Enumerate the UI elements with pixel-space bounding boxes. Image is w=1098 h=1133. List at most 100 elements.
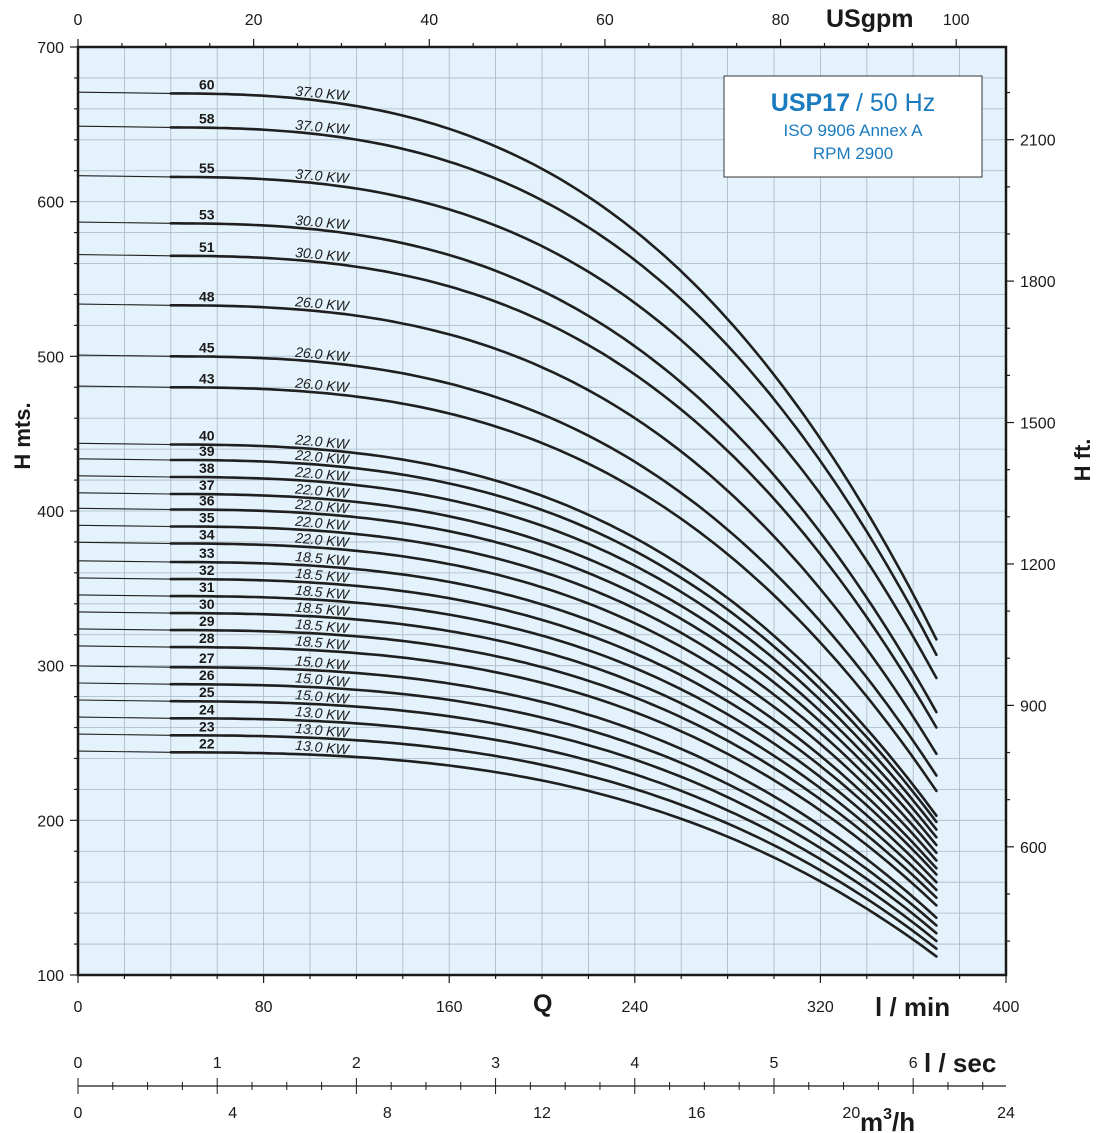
- m3h-tick-label: 12: [533, 1105, 551, 1122]
- curve-lead-line: [77, 733, 171, 736]
- curve-stages-32: [169, 577, 938, 876]
- curve-lead-line: [77, 475, 171, 478]
- power-label: 37.0 KW: [295, 83, 352, 104]
- top-tick-label: 100: [943, 12, 970, 29]
- stage-label: 29: [199, 613, 215, 629]
- power-label: 26.0 KW: [294, 344, 352, 365]
- power-label: 13.0 KW: [295, 737, 352, 758]
- curve-stages-26: [169, 682, 938, 927]
- curve-lead-line: [77, 385, 171, 388]
- power-label: 15.0 KW: [295, 686, 352, 707]
- axis-ticks: [70, 39, 1014, 1094]
- curve-lead-line: [77, 541, 171, 545]
- power-label: 22.0 KW: [294, 447, 352, 468]
- info-box: USP17/ 50 Hz ISO 9906 Annex A RPM 2900: [723, 75, 983, 178]
- curve-lead-line: [77, 458, 171, 461]
- curve-lead-line: [77, 665, 171, 668]
- left-tick-label: 400: [37, 504, 64, 521]
- power-label: 22.0 KW: [294, 513, 352, 534]
- power-label: 26.0 KW: [294, 374, 352, 395]
- curve-stages-45: [169, 355, 938, 777]
- stage-label: 24: [199, 701, 215, 717]
- curve-stages-40: [169, 443, 938, 817]
- power-label: 18.5 KW: [295, 599, 352, 620]
- right-tick-label: 1800: [1020, 274, 1056, 291]
- bottom-tick-label: 80: [255, 999, 273, 1016]
- right-tick-label: 600: [1020, 840, 1047, 857]
- stage-label: 43: [199, 370, 215, 386]
- stage-label: 27: [199, 650, 215, 666]
- curve-lead-line: [77, 303, 171, 306]
- left-tick-label: 300: [37, 659, 64, 676]
- curve-lead-line: [77, 125, 171, 128]
- curve-lead-line: [77, 492, 171, 495]
- curve-stages-31: [169, 594, 938, 884]
- curve-stages-43: [169, 386, 938, 793]
- top-tick-label: 40: [420, 12, 438, 29]
- power-label: 15.0 KW: [295, 669, 352, 690]
- curve-lead-line: [77, 507, 171, 511]
- power-label: 18.5 KW: [295, 548, 352, 569]
- curve-lead-line: [77, 628, 171, 631]
- curve-lead-line: [77, 175, 171, 178]
- left-tick-label: 100: [37, 968, 64, 985]
- curve-stages-48: [169, 304, 938, 756]
- curve-lead-line: [77, 750, 171, 753]
- curve-stages-35: [169, 525, 938, 855]
- lsec-tick-label: 1: [213, 1055, 222, 1072]
- power-label: 13.0 KW: [295, 720, 352, 741]
- m3h-tick-label: 20: [842, 1105, 860, 1122]
- axis-tick-labels: 1002003004005006007006009001200150018002…: [37, 12, 1055, 1122]
- stage-label: 37: [199, 477, 215, 493]
- left-tick-label: 600: [37, 195, 64, 212]
- stage-label: 38: [199, 460, 215, 476]
- curve-stages-25: [169, 699, 938, 935]
- stage-label: 60: [199, 76, 215, 92]
- bottom-tick-label: 160: [436, 999, 463, 1016]
- curve-lead-line: [77, 354, 171, 357]
- stage-label: 48: [199, 288, 215, 304]
- power-label: 18.5 KW: [295, 616, 352, 637]
- curve-lead-line: [77, 716, 171, 719]
- right-tick-label: 1500: [1020, 416, 1056, 433]
- stage-label: 39: [199, 443, 215, 459]
- lsec-tick-label: 2: [352, 1055, 361, 1072]
- curve-lead-line: [77, 682, 171, 685]
- info-box-rpm: RPM 2900: [813, 144, 893, 163]
- curve-stages-58: [169, 126, 938, 657]
- curve-stages-37: [169, 492, 938, 839]
- bottom-tick-label: 320: [807, 999, 834, 1016]
- curve-stages-22: [169, 751, 938, 958]
- curve-stages-30: [169, 611, 938, 892]
- curve-stages-28: [169, 645, 938, 907]
- m3h-tick-label: 16: [688, 1105, 706, 1122]
- lsec-tick-label: 4: [630, 1055, 639, 1072]
- stage-label: 58: [199, 110, 215, 126]
- info-box-frame: [723, 75, 983, 178]
- stage-label: 35: [199, 509, 215, 525]
- stage-label: 32: [199, 562, 215, 578]
- stage-label: 33: [199, 545, 215, 561]
- power-label: 26.0 KW: [294, 293, 352, 314]
- power-label: 22.0 KW: [294, 496, 352, 517]
- stage-label: 23: [199, 718, 215, 734]
- curve-lead-line: [77, 560, 171, 563]
- right-tick-label: 1200: [1020, 557, 1056, 574]
- curve-stages-27: [169, 665, 938, 920]
- curve-lead-line: [77, 91, 171, 94]
- info-box-title: USP17/ 50 Hz: [771, 89, 935, 117]
- curve-lead-line: [77, 577, 171, 580]
- bottom-tick-label: 0: [74, 999, 83, 1016]
- stage-label: 31: [199, 579, 215, 595]
- power-label: 15.0 KW: [295, 652, 352, 673]
- curve-lead-line: [77, 254, 171, 257]
- lsec-tick-label: 6: [909, 1055, 918, 1072]
- top-axis-title: USgpm: [826, 5, 914, 33]
- bottom-axis-center-title: Q: [533, 990, 552, 1018]
- stage-label: 55: [199, 160, 215, 176]
- curve-stages-51: [169, 254, 938, 729]
- m3h-tick-label: 4: [228, 1105, 237, 1122]
- stage-label: 53: [199, 206, 215, 222]
- info-box-standard: ISO 9906 Annex A: [784, 121, 924, 140]
- curve-lead-line: [77, 524, 171, 528]
